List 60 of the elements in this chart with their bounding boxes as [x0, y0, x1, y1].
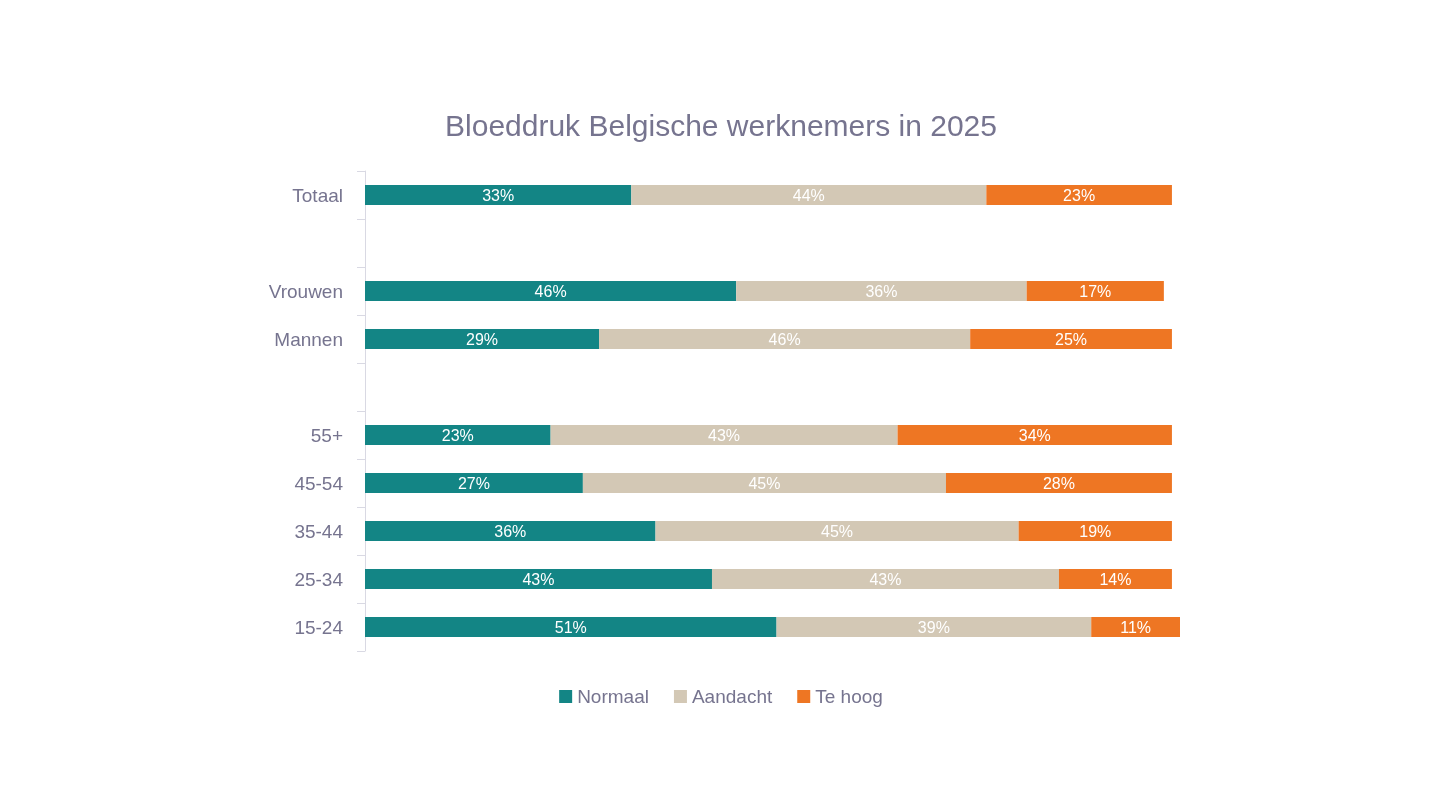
bar [1058, 569, 1172, 589]
data-label: 45% [821, 522, 854, 540]
data-label: 25% [1055, 330, 1088, 348]
bar [736, 281, 1027, 301]
bar [631, 185, 987, 205]
data-label: 45% [748, 474, 781, 492]
data-label: 11% [1120, 618, 1152, 636]
data-label: 14% [1099, 570, 1132, 588]
y-tick-label: Mannen [274, 328, 343, 350]
y-tick-label: 35-44 [294, 520, 344, 542]
data-label: 39% [917, 618, 950, 636]
legend-label: Te hoog [815, 686, 883, 707]
y-tick-label: 55+ [310, 424, 343, 446]
data-label: 44% [792, 186, 825, 204]
bar [550, 425, 898, 445]
chart-title: Bloeddruk Belgische werknemers in 2025 [445, 108, 997, 142]
bar [599, 329, 971, 349]
bar [897, 425, 1172, 445]
data-label: 36% [865, 282, 898, 300]
bar [970, 329, 1172, 349]
y-tick-label: 45-54 [294, 472, 344, 494]
bar [365, 521, 656, 541]
data-label: 46% [534, 282, 567, 300]
bar [655, 521, 1019, 541]
bar [365, 425, 551, 445]
bar [1026, 281, 1164, 301]
data-label: 29% [465, 330, 499, 348]
data-label: 34% [1018, 426, 1051, 444]
data-label: 43% [869, 570, 902, 588]
data-label: 46% [768, 330, 801, 348]
bar [365, 185, 632, 205]
bar [365, 329, 600, 349]
y-tick-label: 15-24 [294, 616, 344, 638]
data-label: 28% [1042, 474, 1075, 492]
data-label: 43% [708, 426, 741, 444]
y-tick-label: Vrouwen [268, 280, 343, 302]
bar [365, 281, 737, 301]
legend-label: Aandacht [691, 686, 773, 707]
data-label: 33% [482, 186, 515, 204]
y-tick-label: 25-34 [294, 568, 344, 590]
bar [365, 617, 777, 637]
bar [776, 617, 1092, 637]
data-label: 43% [522, 570, 555, 588]
bar [986, 185, 1172, 205]
legend-label: Normaal [577, 686, 649, 707]
bar [365, 569, 712, 589]
y-tick-label: Totaal [292, 184, 343, 206]
data-label: 23% [441, 426, 474, 444]
data-label: 23% [1063, 186, 1096, 204]
data-label: 36% [494, 522, 527, 540]
bar [1018, 521, 1172, 541]
bar [711, 569, 1059, 589]
data-label: 27% [457, 474, 490, 492]
bar [945, 473, 1172, 493]
data-label: 17% [1079, 282, 1112, 300]
data-label: 19% [1079, 522, 1112, 540]
bar [365, 473, 583, 493]
bar [582, 473, 946, 493]
bar [1091, 617, 1180, 637]
data-label: 51% [554, 618, 587, 636]
